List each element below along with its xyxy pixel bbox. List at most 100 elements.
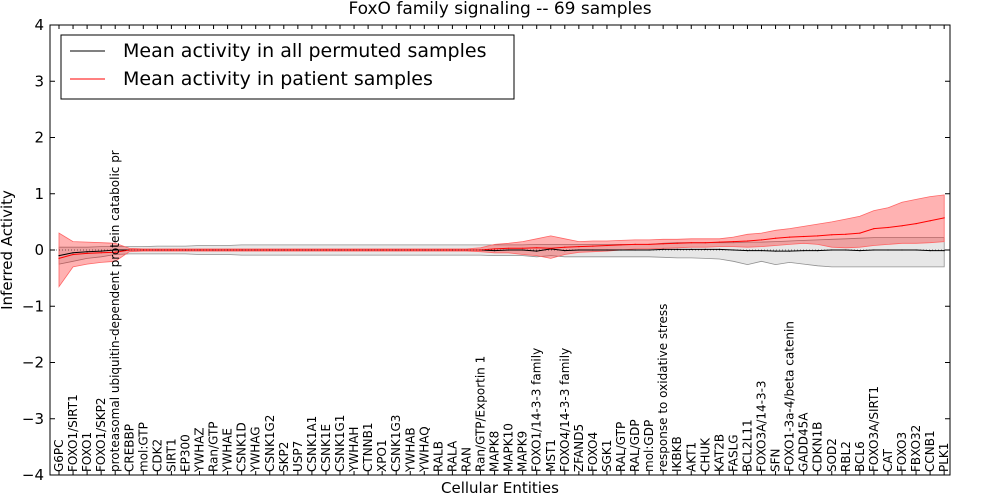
x-tick-label: FOXO1/SIRT1 [66,394,80,472]
data-point [775,250,777,252]
data-point [550,247,552,249]
x-tick-label: YWHAB [403,427,417,473]
data-point [873,228,875,230]
x-tick-label: YWHAG [249,426,263,473]
x-tick-label: FOXO4 [586,432,600,472]
x-tick-label: FOXO1/SKP2 [94,397,108,472]
data-point [86,251,88,253]
y-tick-label: −2 [22,354,44,372]
data-point [381,249,383,251]
y-tick-label: 4 [34,16,44,34]
data-point [72,252,74,254]
data-point [634,243,636,245]
data-point [929,220,931,222]
patient-band [58,194,945,288]
data-point [86,252,88,254]
x-tick-label: G6PC [52,439,66,472]
x-tick-label: EP300 [178,434,192,472]
data-point [648,249,650,251]
x-tick-label: KAT2B [712,434,726,472]
data-point [690,248,692,250]
x-tick-label: USP7 [291,441,305,472]
x-tick-label: RALB [431,441,445,472]
x-tick-label: RBL2 [839,441,853,472]
data-point [873,249,875,251]
x-tick-label: CREBBP [122,424,136,472]
plot-area: −4 −3 −2 −1 0 1 2 3 4 G6PC FOXO1/SIRT1 FOXO1 FOXO1/S… [22,16,951,484]
x-tick-label: PLK1 [937,443,951,472]
x-tick-label: SFN [769,449,783,473]
x-tick-label: MAPK9 [516,431,530,472]
data-point [198,249,201,251]
x-tick-label: SGK1 [600,440,614,472]
data-point [620,244,622,246]
x-tick-label: RAL/GDP [628,419,642,472]
x-tick-label: XPO1 [375,439,389,472]
x-tick-label: Ran/GTP/Exportin 1 [474,356,488,472]
x-tick-label: FOXO1 [80,432,94,472]
x-tick-label: GADD45A [797,412,811,472]
x-tick-label: RAN [460,447,474,472]
data-point [465,249,468,251]
data-point [58,257,60,259]
y-axis-title: Inferred Activity [0,190,16,310]
data-point [718,241,721,243]
data-point [746,250,749,252]
x-tick-label: MAPK10 [502,423,516,472]
x-tick-label: BCL2L11 [741,419,755,472]
data-point [423,249,425,251]
x-tick-label: YWHAH [347,427,361,473]
x-tick-label: CSNK1G3 [389,415,403,472]
data-point [170,249,172,251]
x-tick-label: CTNNB1 [361,422,375,472]
data-point [437,249,439,251]
data-point [859,232,861,234]
data-point [662,243,664,245]
x-tick-label: proteasomal ubiquitin-dependent protein … [108,150,122,472]
data-point [100,250,102,252]
chart-title: FoxO family signaling -- 69 samples [348,0,651,19]
x-tick-label: RAL/GTP [614,422,628,472]
x-tick-label: CCNB1 [923,430,937,472]
x-tick-label: CSNK1G2 [263,415,277,472]
data-point [831,249,833,251]
y-tick-label: −3 [22,410,44,428]
data-point [704,242,706,244]
data-point [536,250,538,252]
y-tick-label: −4 [22,466,44,484]
data-point [564,246,566,248]
data-point [536,247,538,249]
data-point [100,252,102,254]
data-point [662,248,664,250]
data-point [578,246,580,248]
x-tick-label: SIRT1 [164,438,178,472]
x-tick-label: mol:GTP [136,422,150,472]
x-tick-label: MAPK8 [488,431,502,472]
data-point [255,249,257,251]
x-tick-label: ZFAND5 [572,424,586,472]
permuted-band [58,237,945,268]
data-point [114,251,116,253]
x-tick-label: AKT1 [684,442,698,472]
data-point [58,255,60,257]
x-tick-label: CSNK1D [235,422,249,472]
data-point [718,248,721,250]
x-tick-label: response to oxidative stress [656,304,670,472]
data-point [817,235,819,237]
x-tick-label: CSNK1A1 [305,416,319,472]
data-point [494,248,496,250]
data-point [690,242,692,244]
y-tick-label: 2 [34,129,44,147]
legend-box [60,34,515,100]
data-point [831,234,833,236]
data-point [915,223,917,225]
data-point [508,247,510,249]
x-axis-title: Cellular Entities [441,479,559,497]
x-tick-label: BCL6 [853,441,867,472]
data-point [339,249,341,251]
x-tick-label: FOXO3 [895,432,909,472]
legend-label-patient: Mean activity in patient samples [123,68,433,90]
x-tick-label: SOD2 [825,438,839,472]
data-point [564,250,566,252]
